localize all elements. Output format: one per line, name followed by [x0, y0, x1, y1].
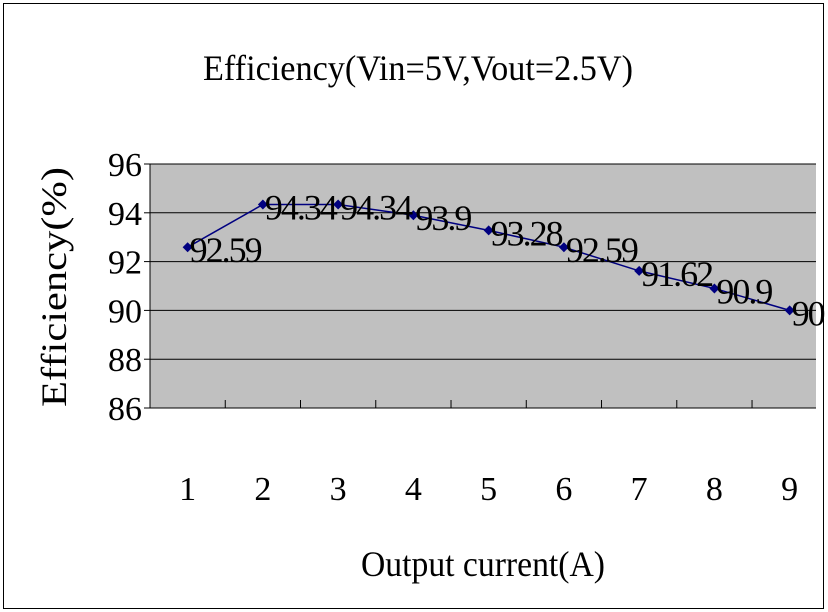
y-tick-label: 96 [108, 147, 142, 184]
x-tick-label: 3 [330, 471, 347, 508]
x-tick-label: 1 [179, 471, 196, 508]
y-tick-label: 88 [108, 342, 142, 379]
x-tick-label: 8 [706, 471, 723, 508]
data-point [257, 199, 268, 210]
data-point [784, 305, 795, 316]
x-tick-label: 4 [405, 471, 422, 508]
x-tick-label: 5 [480, 471, 497, 508]
data-label: 91.62 [641, 254, 713, 294]
y-tick-label: 92 [108, 245, 142, 282]
x-tick-label: 2 [254, 471, 271, 508]
data-label: 92.59 [566, 230, 638, 270]
chart-title: Efficiency(Vin=5V,Vout=2.5V) [203, 48, 633, 88]
x-tick-labels: 1 2 3 4 5 6 7 8 9 [179, 471, 798, 508]
x-tick-label: 9 [781, 471, 798, 508]
y-axis-label: Efficiency(%) [34, 167, 74, 407]
y-tick-label: 90 [108, 293, 142, 330]
y-tick-label: 94 [108, 196, 142, 233]
data-point [709, 283, 720, 294]
x-axis-label: Output current(A) [361, 544, 605, 584]
axes [144, 163, 816, 409]
data-label: 94.34 [340, 188, 413, 228]
y-tick-labels: 86 88 90 92 94 96 [108, 147, 142, 428]
data-markers [182, 199, 795, 316]
x-tick-label: 6 [555, 471, 572, 508]
data-label: 90 [792, 293, 825, 333]
data-point [333, 199, 344, 210]
data-point [182, 242, 193, 253]
data-label: 93.9 [415, 198, 471, 238]
data-point [634, 265, 645, 276]
data-point [408, 210, 419, 221]
gridlines [150, 163, 816, 360]
data-label: 90.9 [716, 271, 772, 311]
data-point [483, 225, 494, 236]
data-label: 93.28 [491, 213, 563, 253]
data-label: 92.59 [190, 230, 262, 270]
data-point [558, 242, 569, 253]
y-tick-label: 86 [108, 391, 142, 428]
x-tick-label: 7 [631, 471, 648, 508]
data-label: 94.34 [265, 188, 338, 228]
